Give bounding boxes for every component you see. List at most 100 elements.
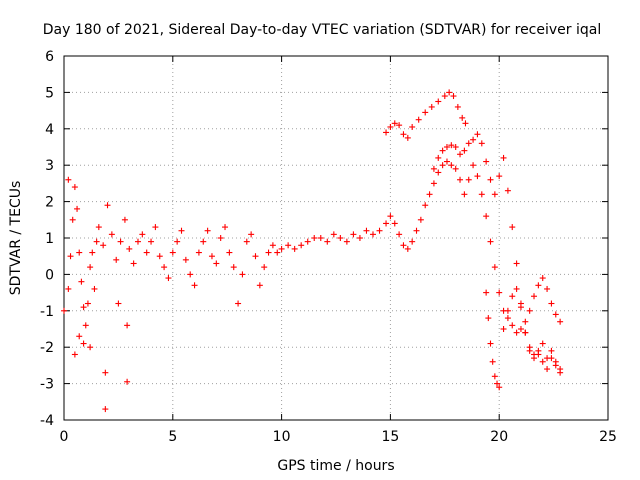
data-point bbox=[535, 282, 542, 289]
y-tick-label: 1 bbox=[45, 231, 54, 247]
data-point bbox=[71, 351, 78, 358]
data-point bbox=[504, 187, 511, 194]
data-point bbox=[298, 242, 305, 249]
data-point bbox=[76, 249, 83, 256]
data-point bbox=[409, 123, 416, 130]
data-point bbox=[430, 165, 437, 172]
data-point bbox=[448, 162, 455, 169]
data-point bbox=[457, 151, 464, 158]
data-point bbox=[80, 340, 87, 347]
data-point bbox=[531, 293, 538, 300]
data-point bbox=[452, 144, 459, 150]
data-point bbox=[200, 238, 207, 245]
data-point bbox=[383, 129, 390, 136]
data-point bbox=[539, 358, 546, 365]
data-point bbox=[526, 347, 533, 354]
y-tick-label: 4 bbox=[45, 122, 54, 138]
data-point bbox=[470, 162, 477, 169]
data-point bbox=[195, 249, 202, 256]
data-point bbox=[548, 347, 555, 354]
data-point bbox=[478, 191, 485, 198]
data-point bbox=[552, 311, 559, 318]
data-point bbox=[522, 329, 529, 336]
data-point bbox=[252, 253, 259, 260]
data-point bbox=[483, 289, 490, 296]
data-point bbox=[369, 231, 376, 238]
data-point bbox=[446, 89, 453, 96]
data-point bbox=[426, 191, 433, 198]
data-point bbox=[124, 378, 131, 385]
data-point bbox=[274, 249, 281, 256]
data-point bbox=[104, 202, 111, 209]
data-point bbox=[500, 154, 507, 161]
data-point bbox=[465, 140, 472, 147]
data-point bbox=[544, 366, 551, 373]
data-point bbox=[435, 169, 442, 176]
data-point bbox=[161, 264, 168, 271]
data-point bbox=[491, 264, 498, 271]
data-point bbox=[496, 173, 503, 180]
data-point bbox=[130, 260, 137, 267]
data-point bbox=[65, 285, 72, 292]
data-point bbox=[404, 134, 411, 141]
y-tick-label: 6 bbox=[45, 49, 54, 65]
data-point bbox=[239, 271, 246, 278]
data-point bbox=[500, 326, 507, 332]
data-point bbox=[474, 131, 481, 138]
data-point bbox=[462, 120, 469, 127]
data-point bbox=[87, 344, 94, 351]
data-point bbox=[285, 242, 292, 249]
data-point bbox=[182, 256, 189, 263]
data-point bbox=[261, 264, 268, 271]
data-point bbox=[108, 231, 115, 238]
data-point bbox=[256, 282, 263, 289]
data-point bbox=[470, 136, 477, 143]
data-point bbox=[504, 315, 511, 322]
y-tick-label: 2 bbox=[45, 195, 54, 211]
data-point bbox=[113, 256, 120, 263]
data-point bbox=[74, 205, 81, 212]
data-point bbox=[169, 249, 176, 256]
data-point bbox=[230, 264, 237, 271]
data-point bbox=[441, 93, 448, 100]
data-point bbox=[496, 384, 503, 391]
data-point bbox=[87, 264, 94, 271]
data-point bbox=[428, 103, 435, 110]
data-point bbox=[243, 238, 250, 245]
data-point bbox=[82, 322, 89, 329]
data-point bbox=[435, 98, 442, 105]
data-point bbox=[548, 355, 555, 362]
data-point bbox=[95, 224, 102, 231]
data-point bbox=[417, 216, 424, 223]
data-point bbox=[491, 191, 498, 198]
data-point bbox=[483, 213, 490, 220]
data-point bbox=[400, 131, 407, 138]
data-point bbox=[343, 238, 350, 245]
data-point bbox=[396, 122, 403, 129]
y-tick-label: 0 bbox=[45, 267, 54, 283]
data-point bbox=[139, 231, 146, 238]
data-point bbox=[526, 307, 533, 314]
data-point bbox=[443, 144, 450, 150]
data-point bbox=[126, 245, 133, 252]
data-point bbox=[443, 158, 450, 165]
data-point bbox=[544, 285, 551, 292]
data-point bbox=[487, 238, 494, 245]
data-point bbox=[204, 227, 211, 234]
data-point bbox=[156, 253, 163, 260]
data-point bbox=[67, 253, 74, 260]
data-point bbox=[513, 260, 520, 267]
data-point bbox=[356, 235, 363, 241]
data-point bbox=[78, 278, 85, 285]
axis-ticks: 0 5 10 15 20 25 -4 -3 -2 -1 0 1 2 3 4 5 6 bbox=[40, 49, 617, 445]
data-point bbox=[448, 142, 455, 149]
data-point bbox=[539, 275, 546, 282]
data-point bbox=[363, 227, 370, 234]
data-point bbox=[291, 245, 298, 252]
data-point bbox=[304, 238, 311, 245]
data-point bbox=[459, 114, 466, 121]
x-tick-label: 15 bbox=[381, 429, 399, 445]
data-point bbox=[143, 249, 150, 256]
y-tick-label: -4 bbox=[40, 413, 54, 429]
